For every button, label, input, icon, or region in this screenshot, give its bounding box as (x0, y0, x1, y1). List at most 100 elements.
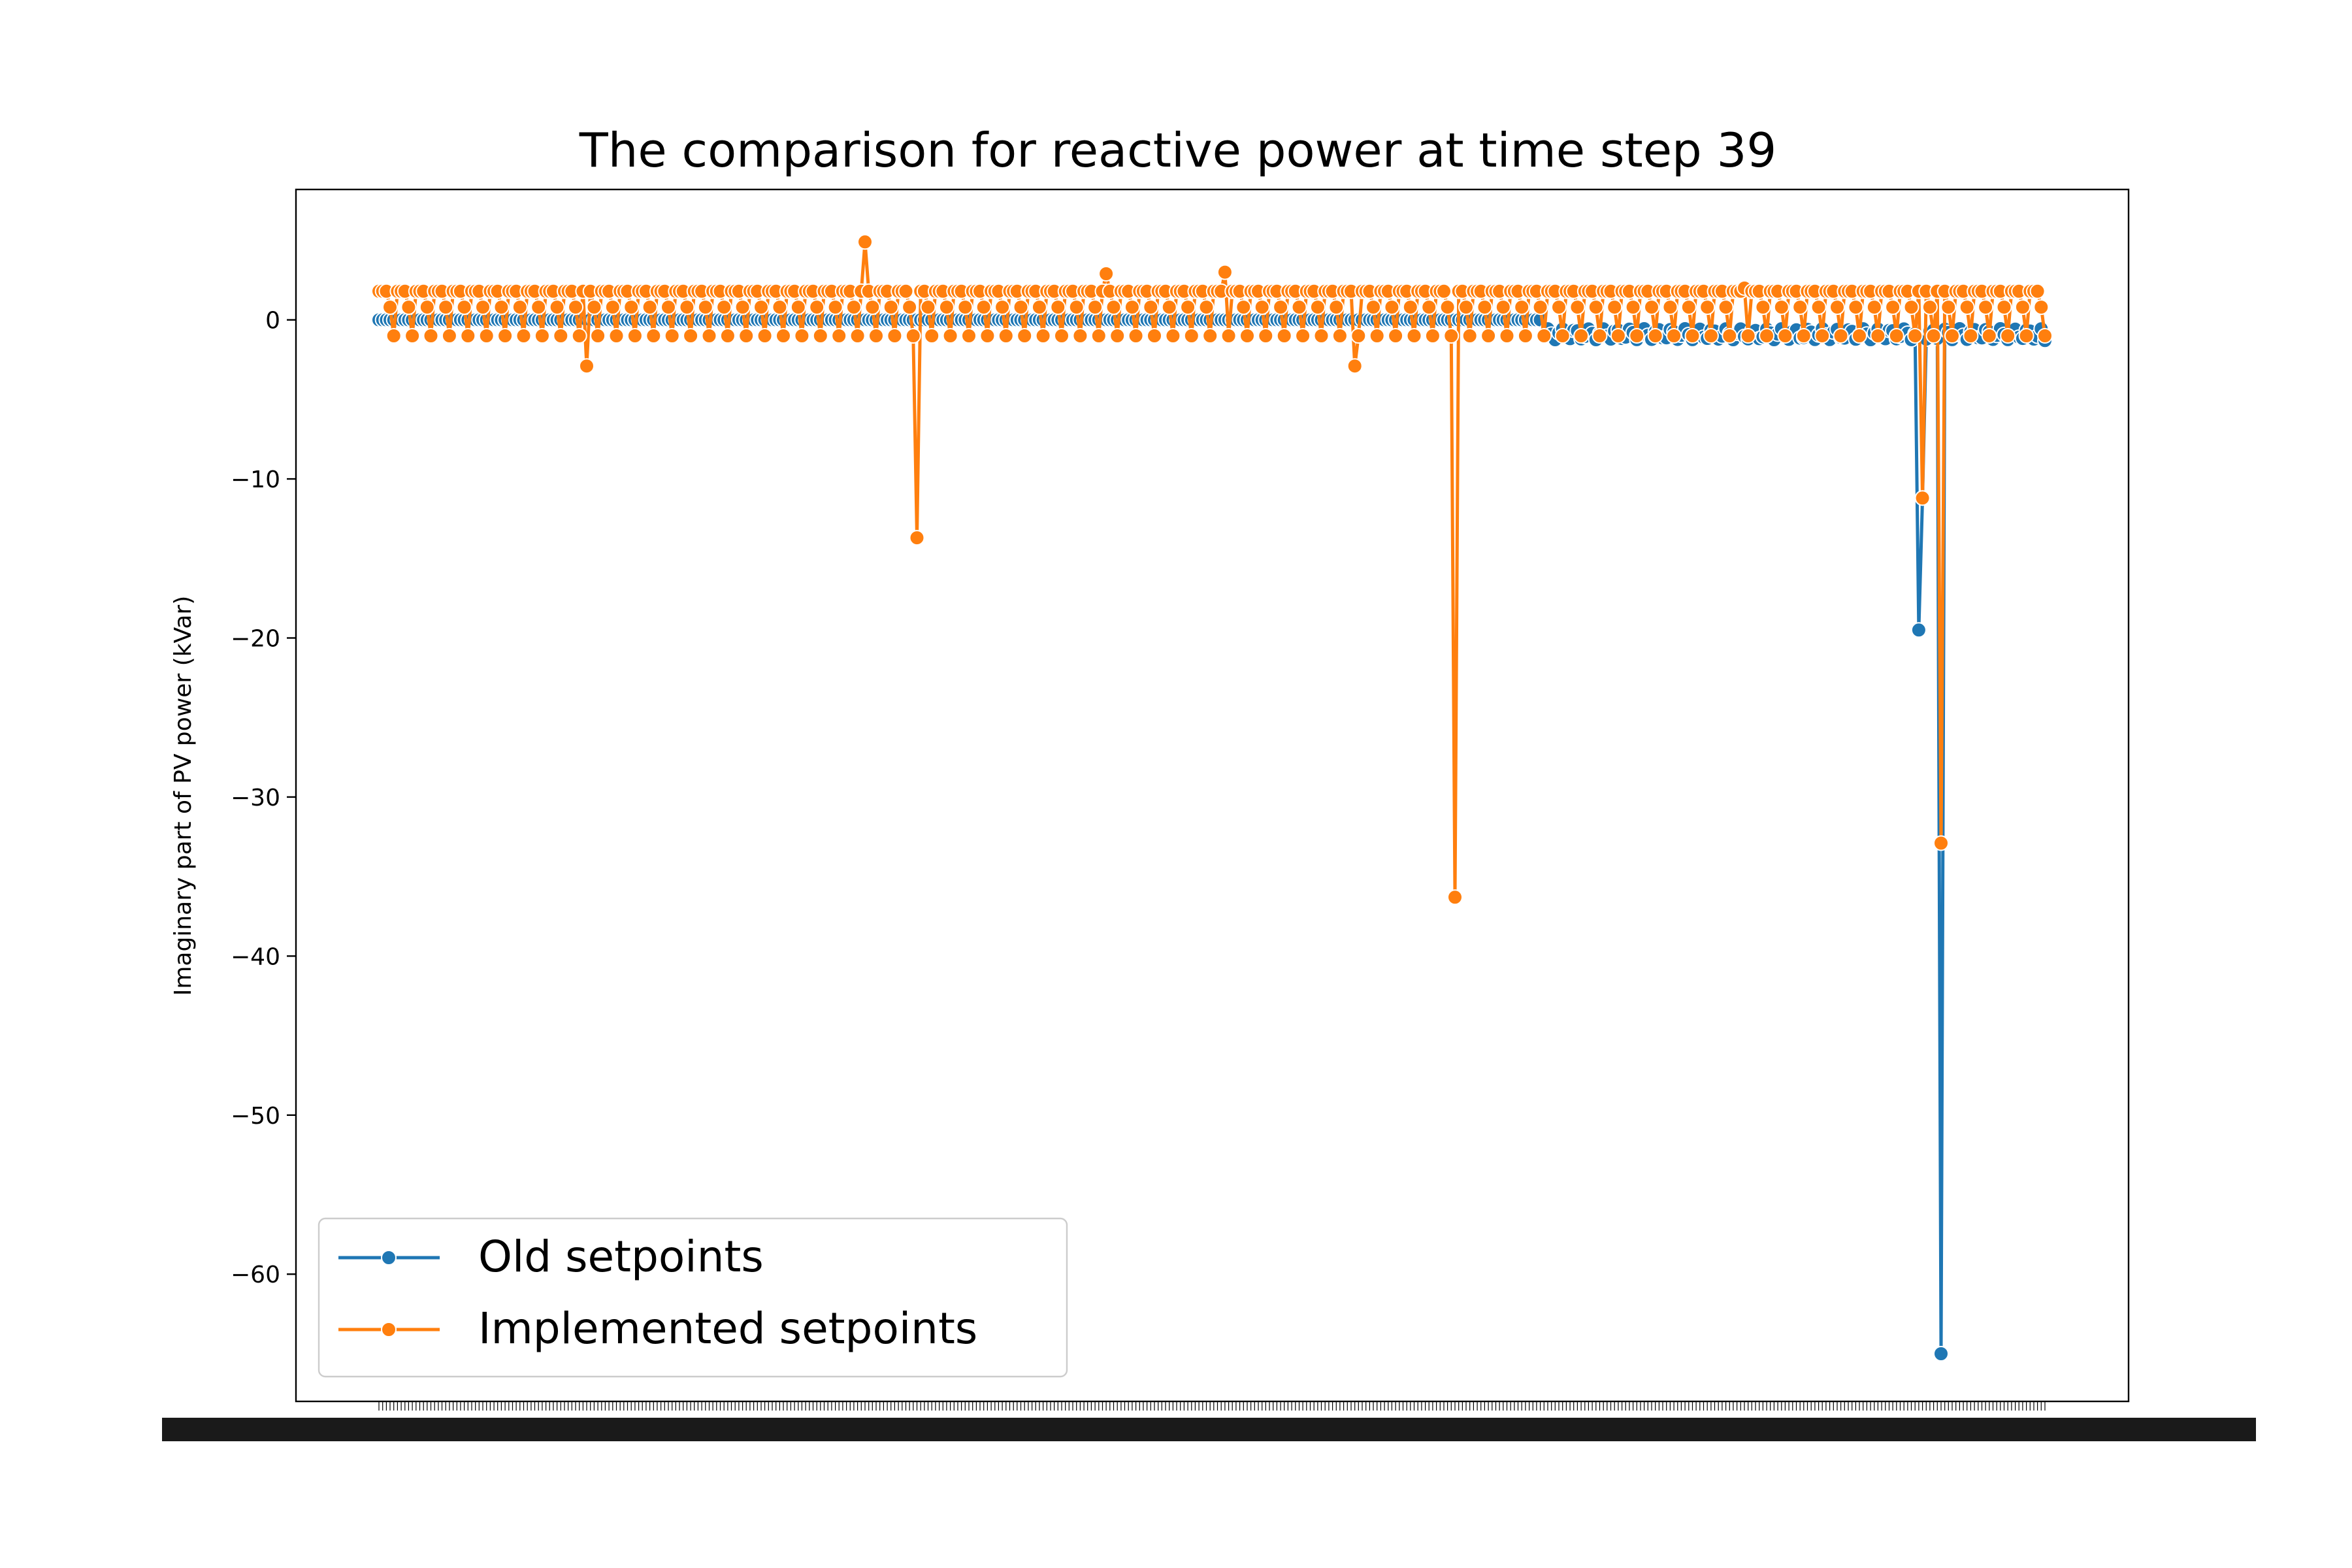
implemented-setpoints-point (1090, 328, 1107, 344)
implemented-setpoints-point (1499, 328, 1515, 344)
implemented-setpoints-point (1722, 328, 1738, 344)
implemented-setpoints-point (1554, 328, 1571, 344)
implemented-setpoints-point (1235, 299, 1252, 316)
implemented-setpoints-point (790, 299, 806, 316)
implemented-setpoints-point (1276, 328, 1292, 344)
implemented-setpoints-point (864, 299, 881, 316)
implemented-setpoints-point (1143, 299, 1159, 316)
implemented-setpoints-point (1933, 835, 1949, 851)
implemented-setpoints-point (1944, 328, 1960, 344)
implemented-setpoints-point (1495, 299, 1511, 316)
implemented-setpoints-point (1925, 328, 1942, 344)
implemented-setpoints-point (1462, 328, 1478, 344)
implemented-setpoints-point (1347, 358, 1363, 374)
y-axis-ticks: 0 −10 −20 −30 −40 −50 −60 (231, 308, 296, 1288)
implemented-setpoints-point (1365, 299, 1381, 316)
implemented-setpoints-point (1996, 299, 2012, 316)
implemented-setpoints-point (579, 358, 595, 374)
implemented-setpoints-point (961, 328, 977, 344)
implemented-setpoints-point (1072, 328, 1088, 344)
implemented-setpoints-point (716, 299, 732, 316)
implemented-setpoints-point (887, 328, 903, 344)
implemented-setpoints-point (1703, 328, 1719, 344)
implemented-setpoints-point (1870, 328, 1886, 344)
implemented-setpoints-point (1740, 328, 1756, 344)
implemented-setpoints-point (1331, 328, 1348, 344)
implemented-setpoints-point (920, 299, 936, 316)
implemented-setpoints-point (1198, 299, 1215, 316)
old-setpoints-point (1910, 622, 1927, 638)
implemented-setpoints-point (1773, 299, 1789, 316)
implemented-setpoints-point (1852, 328, 1867, 344)
implemented-setpoints-point (664, 328, 680, 344)
implemented-setpoints-point (1458, 299, 1474, 316)
implemented-setpoints-point (1699, 299, 1716, 316)
legend-marker-implemented (381, 1322, 397, 1337)
implemented-setpoints-point (1792, 299, 1808, 316)
implemented-setpoints-point (776, 328, 791, 344)
implemented-setpoints-point (441, 328, 457, 344)
implemented-setpoints-point (1384, 299, 1400, 316)
implemented-setpoints-point (1921, 299, 1938, 316)
implemented-setpoints-point (590, 328, 606, 344)
implemented-setpoints-point (1147, 328, 1162, 344)
implemented-setpoints-point (1258, 328, 1274, 344)
implemented-setpoints-point (1666, 328, 1682, 344)
implemented-setpoints-point (812, 328, 828, 344)
implemented-setpoints-point (1068, 299, 1085, 316)
implemented-setpoints-point (1035, 328, 1051, 344)
implemented-setpoints-point (868, 328, 884, 344)
implemented-setpoints-point (2029, 283, 2046, 299)
implemented-setpoints-point (827, 299, 843, 316)
implemented-setpoints-point (1217, 264, 1233, 280)
implemented-setpoints-point (534, 328, 550, 344)
implemented-setpoints-point (1777, 328, 1793, 344)
implemented-setpoints-point (857, 234, 873, 250)
implemented-setpoints-point (909, 530, 925, 546)
y-tick-label: −40 (231, 943, 280, 970)
implemented-setpoints-point (2014, 299, 2031, 316)
series-implemented-setpoints (371, 234, 2053, 906)
implemented-setpoints-point (1254, 299, 1270, 316)
y-tick-label: 0 (265, 308, 280, 335)
implemented-setpoints-point (1810, 299, 1827, 316)
implemented-setpoints-point (623, 299, 640, 316)
implemented-setpoints-point (975, 299, 992, 316)
implemented-setpoints-point (1436, 283, 1452, 299)
implemented-setpoints-point (1406, 328, 1422, 344)
implemented-setpoints-point (1517, 328, 1533, 344)
legend-label-old: Old setpoints (478, 1232, 764, 1282)
implemented-setpoints-point (1273, 299, 1289, 316)
implemented-setpoints-point (2037, 328, 2053, 344)
implemented-setpoints-point (1551, 299, 1567, 316)
implemented-setpoints-point (1031, 299, 1047, 316)
implemented-setpoints-point (1087, 299, 1103, 316)
implemented-setpoints-point (627, 328, 643, 344)
implemented-setpoints-point (1017, 328, 1033, 344)
implemented-setpoints-point (1607, 299, 1623, 316)
implemented-setpoints-point (1124, 299, 1140, 316)
implemented-setpoints-point (1629, 328, 1645, 344)
implemented-setpoints-point (1013, 299, 1029, 316)
implemented-setpoints-point (1647, 328, 1663, 344)
implemented-setpoints-point (1443, 328, 1460, 344)
implemented-setpoints-point (1054, 328, 1070, 344)
implemented-setpoints-point (1610, 328, 1626, 344)
implemented-setpoints-point (1680, 299, 1697, 316)
implemented-setpoints-point (608, 328, 625, 344)
implemented-setpoints-point (1536, 328, 1552, 344)
implemented-setpoints-point (701, 328, 717, 344)
implemented-setpoints-point (1814, 328, 1831, 344)
x-tick-label-band (162, 1418, 2256, 1441)
implemented-setpoints-point (1662, 299, 1678, 316)
y-axis-label: Imaginary part of PV power (kVar) (170, 596, 197, 996)
implemented-setpoints-point (531, 299, 547, 316)
implemented-setpoints-point (809, 299, 825, 316)
implemented-setpoints-point (1833, 328, 1849, 344)
implemented-setpoints-point (1978, 299, 1994, 316)
implemented-setpoints-point (979, 328, 996, 344)
implemented-setpoints-point (2018, 328, 2034, 344)
implemented-setpoints-point (794, 328, 810, 344)
implemented-setpoints-point (719, 328, 736, 344)
implemented-setpoints-point (679, 299, 695, 316)
